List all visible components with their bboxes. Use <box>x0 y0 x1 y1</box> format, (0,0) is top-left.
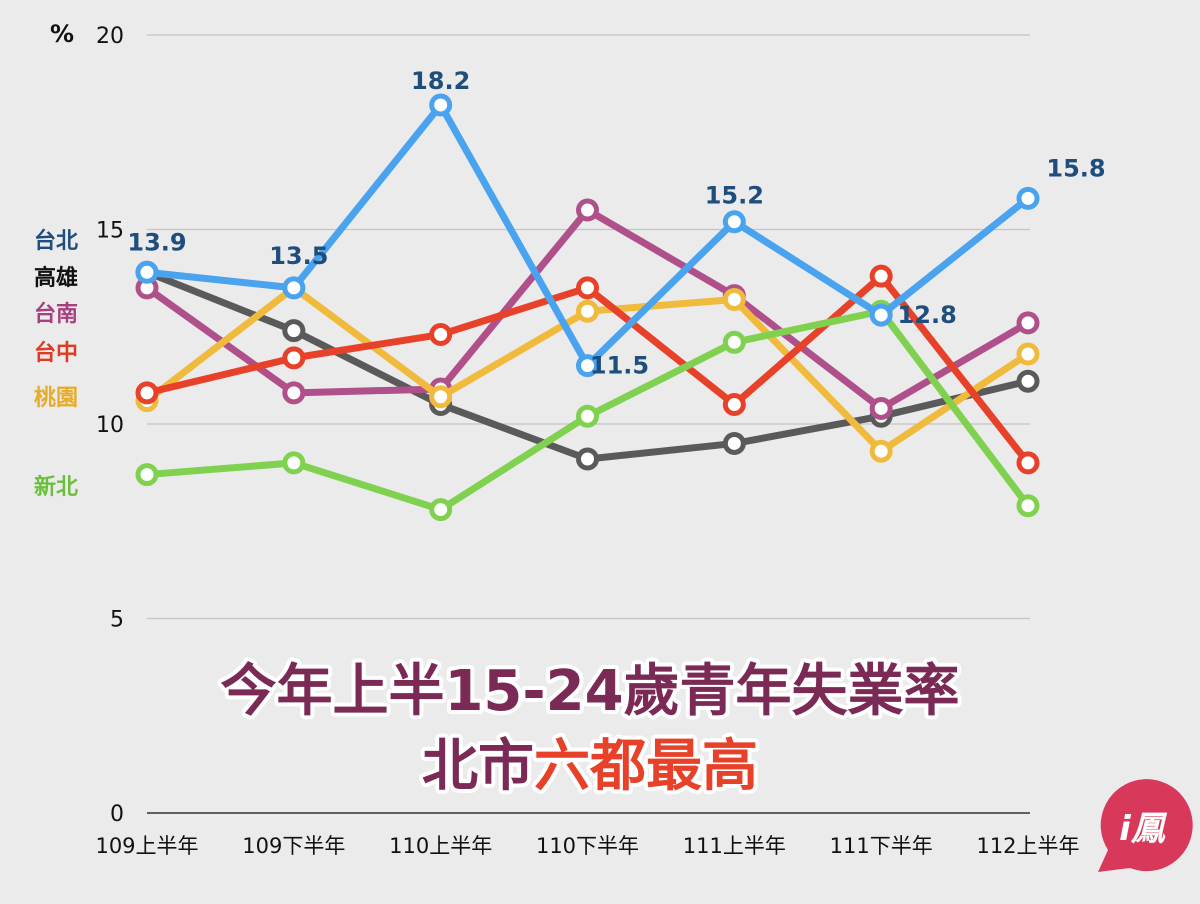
data-point <box>1016 369 1040 393</box>
data-point <box>135 381 159 405</box>
series-3 <box>135 264 1040 475</box>
series-0 <box>135 93 1040 378</box>
legend-entry: 新北 <box>34 474 78 500</box>
data-label: 13.5 <box>269 242 328 270</box>
data-point <box>869 303 893 327</box>
data-label: 11.5 <box>590 352 649 380</box>
data-point <box>429 93 453 117</box>
data-point <box>429 323 453 347</box>
legend-entry: 高雄 <box>34 265 78 291</box>
data-point <box>722 431 746 455</box>
legend-entry: 台中 <box>34 340 78 366</box>
y-tick-label: 0 <box>110 802 124 827</box>
data-label: 15.8 <box>1046 154 1105 182</box>
logo-text: i鳳 <box>1119 809 1168 849</box>
data-point <box>722 330 746 354</box>
x-tick-label: 112上半年 <box>976 834 1079 858</box>
series-lines <box>135 93 1040 522</box>
data-point <box>576 447 599 471</box>
data-point <box>722 393 746 417</box>
y-tick-label: 15 <box>96 219 124 244</box>
headline-line2-part2: 六都最高 <box>534 734 758 799</box>
data-point <box>869 396 893 420</box>
x-tick-label: 109下半年 <box>242 834 345 858</box>
x-tick-label: 111上半年 <box>683 834 786 858</box>
data-point <box>1016 342 1040 366</box>
data-point <box>429 385 453 409</box>
y-tick-label: 10 <box>96 413 124 438</box>
data-point <box>722 288 746 312</box>
data-point <box>282 381 306 405</box>
data-point <box>576 354 599 378</box>
data-label: 12.8 <box>898 301 957 329</box>
data-point <box>576 404 599 428</box>
y-axis-ticks: 0 5 10 15 20 <box>96 24 124 827</box>
data-point <box>135 260 159 284</box>
data-point <box>1016 451 1040 475</box>
data-point <box>576 299 599 323</box>
headline-line1: 今年上半15-24歲青年失業率 <box>220 659 959 724</box>
legend-entry: 台南 <box>34 301 78 327</box>
data-labels: 13.9 13.5 18.2 11.5 15.2 12.8 15.8 <box>127 67 1105 380</box>
legend-entry: 台北 <box>34 228 78 254</box>
y-tick-label: 5 <box>110 608 124 633</box>
data-point <box>282 346 306 370</box>
data-point <box>429 498 453 522</box>
x-axis-categories: 109上半年 109下半年 110上半年 110下半年 111上半年 111下半年 112上… <box>95 834 1079 858</box>
x-tick-label: 110上半年 <box>389 834 492 858</box>
data-point <box>722 210 746 234</box>
data-point <box>869 264 893 288</box>
data-point <box>1016 311 1040 335</box>
data-label: 18.2 <box>411 67 470 95</box>
data-point <box>869 439 893 463</box>
data-point <box>576 276 599 300</box>
legend-entry: 桃園 <box>34 386 78 411</box>
data-label: 15.2 <box>705 182 764 210</box>
data-point <box>282 276 306 300</box>
y-tick-label: 20 <box>96 24 124 49</box>
x-tick-label: 111下半年 <box>830 834 933 858</box>
data-point <box>282 319 306 343</box>
logo-badge: i鳳 <box>1098 779 1193 872</box>
data-point <box>1016 494 1040 518</box>
data-label: 13.9 <box>127 228 186 256</box>
headline-line2-part1: 北市 <box>422 734 534 799</box>
data-point <box>1016 186 1040 210</box>
data-point <box>135 463 159 487</box>
headline: 今年上半15-24歲青年失業率 北市六都最高 <box>216 655 963 803</box>
data-point <box>576 198 599 222</box>
x-tick-label: 109上半年 <box>95 834 198 858</box>
headline-line2: 北市六都最高 <box>422 734 758 799</box>
data-point <box>282 451 306 475</box>
x-tick-label: 110下半年 <box>536 834 639 858</box>
y-unit-label: % <box>50 20 74 48</box>
